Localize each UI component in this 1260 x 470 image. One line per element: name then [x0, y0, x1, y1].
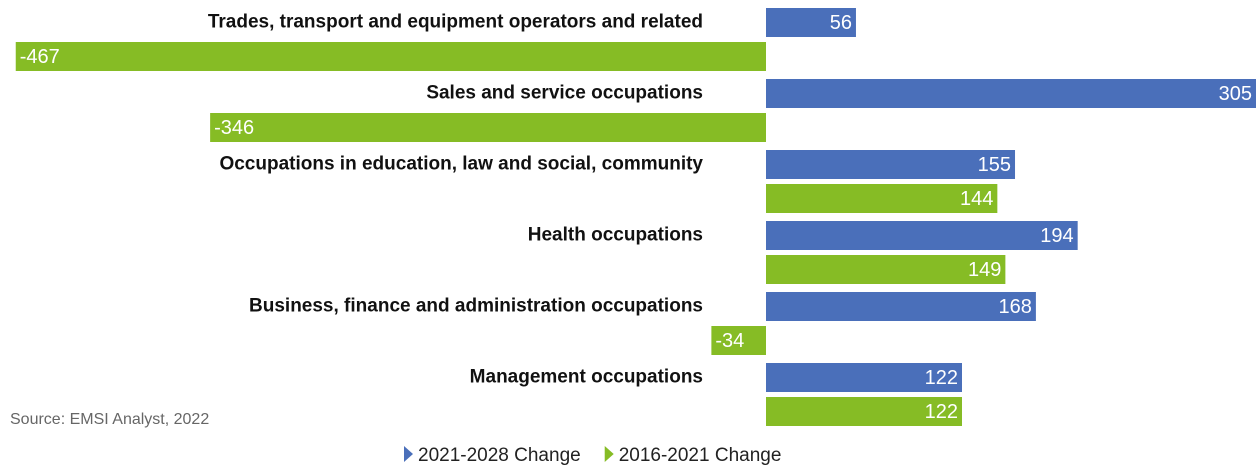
value-label: 56 — [830, 12, 852, 34]
category-label: Health occupations — [528, 225, 703, 246]
bar — [766, 79, 1256, 108]
value-label: 155 — [978, 154, 1011, 176]
bar — [766, 8, 856, 37]
value-label: 122 — [925, 401, 958, 423]
category-label: Occupations in education, law and social… — [219, 154, 703, 175]
value-label: 194 — [1040, 225, 1073, 247]
bar — [15, 42, 766, 71]
legend-label: 2021-2028 Change — [418, 445, 581, 466]
category-label: Sales and service occupations — [426, 83, 703, 104]
value-label: -346 — [214, 117, 254, 139]
bar — [210, 113, 766, 142]
value-label: -467 — [20, 46, 60, 68]
bar — [766, 292, 1036, 321]
bar — [766, 397, 962, 426]
value-label: 122 — [925, 367, 958, 389]
source: Source: EMSI Analyst, 2022 — [10, 411, 209, 428]
legend-marker — [604, 446, 614, 462]
bar — [711, 326, 766, 355]
value-label: 305 — [1219, 83, 1252, 105]
value-label: -34 — [715, 330, 744, 352]
legend-label: 2016-2021 Change — [619, 445, 782, 466]
category-label: Trades, transport and equipment operator… — [208, 12, 703, 33]
bar — [766, 221, 1078, 250]
category-label: Business, finance and administration occ… — [249, 296, 703, 317]
bar — [766, 150, 1016, 179]
bar — [766, 363, 962, 392]
category-label: Management occupations — [470, 367, 703, 388]
legend-marker — [404, 446, 413, 462]
value-label: 149 — [968, 259, 1001, 281]
bar — [766, 255, 1006, 284]
value-label: 144 — [960, 188, 993, 210]
value-label: 168 — [999, 296, 1032, 318]
bar — [766, 184, 998, 213]
